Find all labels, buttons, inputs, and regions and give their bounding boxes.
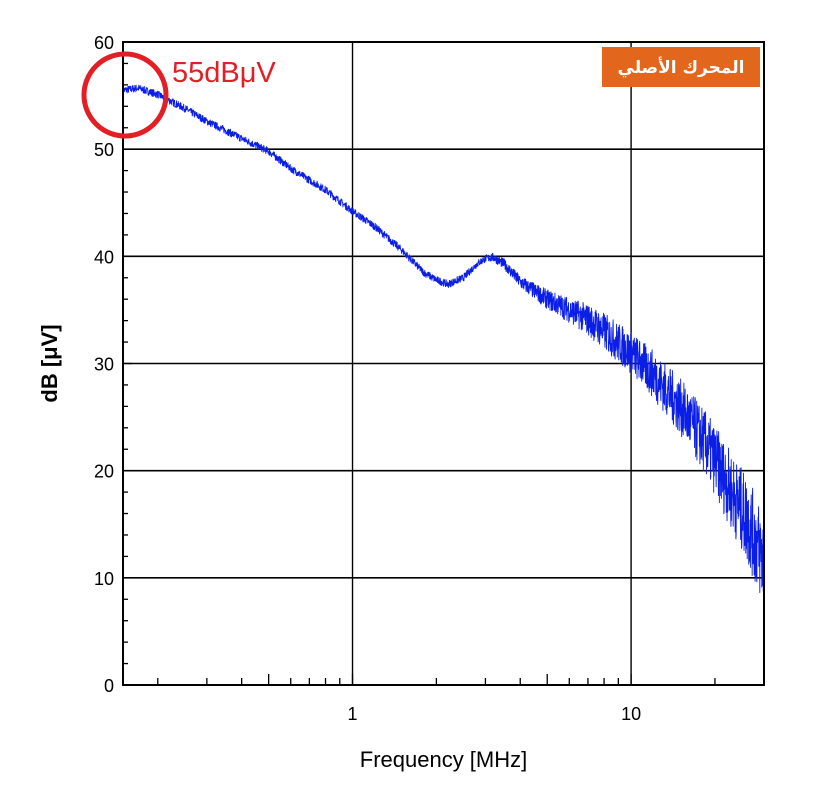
series-layer — [122, 84, 765, 593]
y-tick-label: 60 — [94, 33, 114, 53]
y-tick-label: 40 — [94, 247, 114, 267]
callout-label: 55dBμV — [172, 57, 276, 89]
y-tick-labels: 0 10 20 30 40 50 60 — [94, 33, 114, 696]
x-tick-label: 1 — [348, 704, 358, 724]
plot-frame — [122, 41, 765, 686]
series-line — [122, 84, 765, 593]
y-tick-label: 20 — [94, 462, 114, 482]
x-tick-label: 10 — [621, 704, 641, 724]
y-tick-label: 10 — [94, 569, 114, 589]
y-tick-label: 0 — [104, 676, 114, 696]
legend-badge — [602, 47, 760, 87]
highlight-circle — [81, 51, 169, 139]
x-tick-labels: 1 10 — [348, 704, 642, 724]
y-tick-label: 50 — [94, 140, 114, 160]
legend-badge-label: المحرك الأصلي — [618, 57, 745, 78]
x-axis-label: Frequency [MHz] — [360, 747, 528, 772]
y-tick-label: 30 — [94, 355, 114, 375]
y-axis-label: dB [μV] — [37, 324, 62, 402]
grid-lines — [123, 41, 764, 686]
